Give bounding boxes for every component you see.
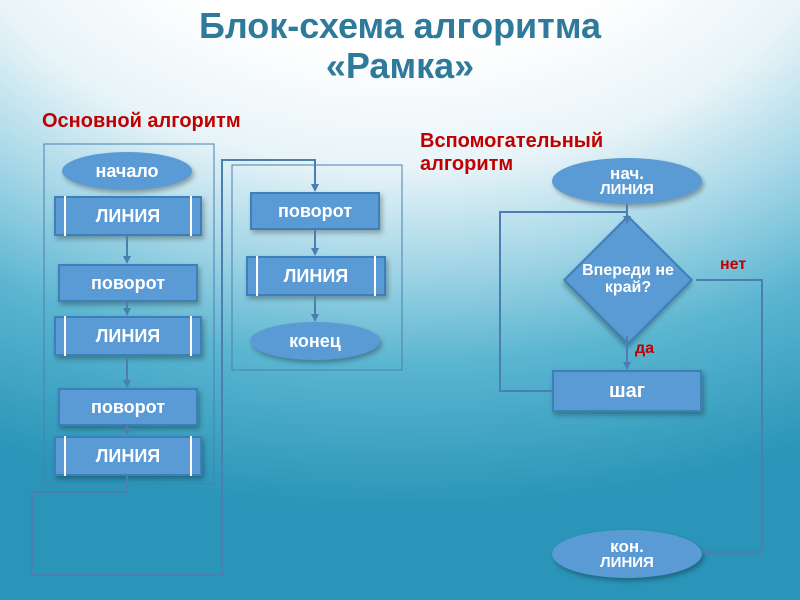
aux-end-sub: ЛИНИЯ	[600, 555, 654, 570]
title-line-2: «Рамка»	[326, 45, 474, 86]
page-title: Блок-схема алгоритма «Рамка»	[0, 6, 800, 85]
aux-decision-label: Впереди не край?	[558, 263, 698, 297]
main-line-2: ЛИНИЯ	[54, 316, 202, 356]
aux-start: нач. ЛИНИЯ	[552, 158, 702, 204]
aux-start-sub: ЛИНИЯ	[600, 182, 654, 197]
aux-step: шаг	[552, 370, 702, 412]
aux-decision: Впереди не край?	[558, 220, 698, 340]
main-line-1: ЛИНИЯ	[54, 196, 202, 236]
aux-yes-label: да	[635, 340, 654, 358]
main-turn-2: поворот	[58, 388, 198, 426]
aux-start-label: нач.	[610, 165, 644, 182]
main-start: начало	[62, 152, 192, 190]
main-line-3: ЛИНИЯ	[54, 436, 202, 476]
aux-end: кон. ЛИНИЯ	[552, 530, 702, 578]
main-turn-3: поворот	[250, 192, 380, 230]
main-line-4: ЛИНИЯ	[246, 256, 386, 296]
aux-end-label: кон.	[610, 538, 644, 555]
left-subtitle: Основной алгоритм	[42, 110, 241, 133]
aux-no-label: нет	[720, 256, 746, 274]
title-line-1: Блок-схема алгоритма	[199, 5, 601, 46]
main-turn-1: поворот	[58, 264, 198, 302]
main-end: конец	[250, 322, 380, 360]
